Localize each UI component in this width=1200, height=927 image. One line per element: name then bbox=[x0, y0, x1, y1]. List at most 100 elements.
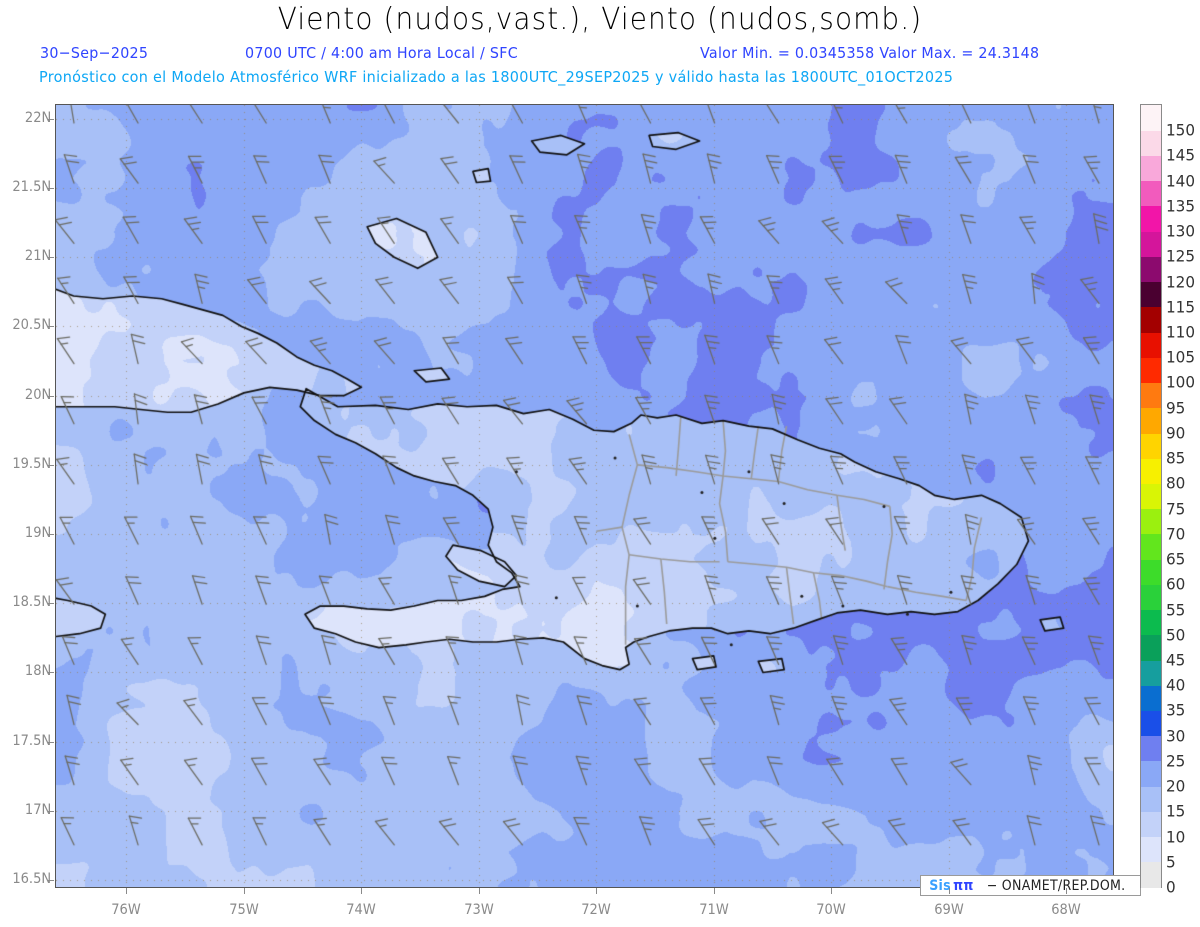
y-axis-tick-mark bbox=[48, 326, 54, 328]
colorbar-tick-label: 125 bbox=[1166, 246, 1196, 266]
colorbar-band bbox=[1141, 786, 1161, 812]
colorbar-tick-label: 75 bbox=[1166, 499, 1186, 519]
colorbar-tick-label: 5 bbox=[1166, 852, 1176, 872]
x-axis-tick-label: 73W bbox=[464, 902, 494, 918]
chart-header: Viento (nudos,vast.), Viento (nudos,somb… bbox=[0, 0, 1200, 92]
y-axis-tick-label: 20.5N bbox=[12, 317, 51, 334]
y-axis-tick-label: 21N bbox=[24, 248, 51, 265]
colorbar-tick-label: 20 bbox=[1166, 776, 1186, 796]
x-axis-tick-mark bbox=[1066, 888, 1068, 894]
colorbar-band bbox=[1141, 382, 1161, 409]
colorbar-band bbox=[1141, 306, 1161, 333]
colorbar-tick-label: 25 bbox=[1166, 751, 1186, 771]
colorbar-tick-label: 70 bbox=[1166, 524, 1186, 544]
colorbar-tick-label: 120 bbox=[1166, 272, 1196, 292]
y-axis-tick-mark bbox=[48, 188, 54, 190]
attribution-logo: Sis ππ − ONAMET/REP.DOM. bbox=[920, 875, 1142, 896]
colorbar-band bbox=[1141, 533, 1161, 560]
x-axis-tick-mark bbox=[126, 888, 128, 894]
forecast-date: 30−Sep−2025 bbox=[40, 44, 149, 62]
y-axis-tick-label: 18N bbox=[24, 663, 51, 680]
value-range: Valor Min. = 0.0345358 Valor Max. = 24.3… bbox=[700, 44, 1040, 62]
y-axis-tick-label: 20N bbox=[24, 386, 51, 403]
colorbar-tick-label: 100 bbox=[1166, 372, 1196, 392]
x-axis-tick-mark bbox=[361, 888, 363, 894]
x-axis-tick-mark bbox=[831, 888, 833, 894]
y-axis-tick-label: 17.5N bbox=[12, 732, 51, 749]
map-plot-area[interactable] bbox=[55, 104, 1114, 888]
x-axis-tick-mark bbox=[948, 888, 950, 894]
y-axis-tick-mark bbox=[48, 464, 54, 466]
colorbar-band bbox=[1141, 811, 1161, 838]
logo-agency-text: − ONAMET/REP.DOM. bbox=[986, 877, 1126, 894]
colorbar-band bbox=[1141, 710, 1161, 737]
model-description: Pronóstico con el Modelo Atmosférico WRF… bbox=[39, 68, 954, 86]
wind-speed-map-canvas[interactable] bbox=[56, 105, 1113, 887]
colorbar-band bbox=[1141, 836, 1161, 863]
page-title: Viento (nudos,vast.), Viento (nudos,somb… bbox=[277, 2, 923, 37]
y-axis-tick-mark bbox=[48, 257, 54, 259]
y-axis-tick-label: 16.5N bbox=[12, 871, 51, 888]
colorbar-band bbox=[1141, 205, 1161, 232]
colorbar-tick-label: 80 bbox=[1166, 473, 1186, 493]
y-axis-tick-mark bbox=[48, 810, 54, 812]
colorbar-tick-label: 60 bbox=[1166, 574, 1186, 594]
colorbar-tick-label: 115 bbox=[1166, 297, 1196, 317]
y-axis-tick-mark bbox=[48, 534, 54, 536]
colorbar bbox=[1140, 104, 1162, 888]
y-axis-tick-label: 19N bbox=[24, 525, 51, 542]
colorbar-band bbox=[1141, 861, 1161, 888]
colorbar-band bbox=[1141, 256, 1161, 283]
colorbar-labels: 150 145 140 135 130 125 120 115 110 105 100 95 90 85 8… bbox=[1166, 104, 1200, 897]
colorbar-band bbox=[1141, 760, 1161, 787]
colorbar-tick-label: 110 bbox=[1166, 322, 1196, 342]
x-axis-tick-label: 69W bbox=[933, 902, 964, 918]
colorbar-tick-label: 50 bbox=[1166, 625, 1186, 645]
colorbar-tick-label: 145 bbox=[1166, 145, 1196, 165]
y-axis-tick-label: 19.5N bbox=[12, 455, 51, 472]
x-axis-tick-mark bbox=[713, 888, 715, 894]
colorbar-tick-label: 85 bbox=[1166, 448, 1186, 468]
y-axis-tick-label: 18.5N bbox=[12, 594, 51, 611]
colorbar-band bbox=[1141, 659, 1161, 686]
y-axis-tick-mark bbox=[48, 880, 54, 882]
y-axis-tick-mark bbox=[48, 672, 54, 674]
y-axis: 22N 21.5N 21N 20.5N 20N 19.5N 19N 18.5N 18N 17.5N… bbox=[0, 0, 55, 927]
y-axis-tick-mark bbox=[48, 118, 54, 120]
x-axis-tick-mark bbox=[596, 888, 598, 894]
colorbar-band bbox=[1141, 407, 1161, 434]
colorbar-band bbox=[1141, 332, 1161, 358]
colorbar-tick-label: 30 bbox=[1166, 726, 1186, 746]
colorbar-band bbox=[1141, 130, 1161, 157]
x-axis-tick-label: 74W bbox=[346, 902, 377, 918]
colorbar-band bbox=[1141, 634, 1161, 661]
y-axis-tick-mark bbox=[48, 395, 54, 397]
colorbar-tick-label: 140 bbox=[1166, 171, 1196, 191]
colorbar-band bbox=[1141, 281, 1161, 308]
y-axis-tick-mark bbox=[48, 603, 54, 605]
colorbar-tick-label: 105 bbox=[1166, 347, 1196, 367]
colorbar-band bbox=[1141, 105, 1161, 131]
colorbar-tick-label: 55 bbox=[1166, 600, 1186, 620]
colorbar-band bbox=[1141, 357, 1161, 384]
colorbar-tick-label: 150 bbox=[1166, 120, 1196, 140]
colorbar-band bbox=[1141, 231, 1161, 257]
logo-pi-text: ππ bbox=[953, 877, 974, 894]
colorbar-band bbox=[1141, 483, 1161, 510]
colorbar-tick-label: 90 bbox=[1166, 423, 1186, 443]
colorbar-tick-label: 35 bbox=[1166, 700, 1186, 720]
colorbar-tick-label: 40 bbox=[1166, 675, 1186, 695]
colorbar-tick-label: 135 bbox=[1166, 196, 1196, 216]
x-axis-tick-mark bbox=[243, 888, 245, 894]
y-axis-tick-label: 22N bbox=[24, 109, 51, 126]
colorbar-band bbox=[1141, 584, 1161, 611]
colorbar-tick-label: 130 bbox=[1166, 221, 1196, 241]
colorbar-band bbox=[1141, 735, 1161, 762]
y-axis-tick-label: 17N bbox=[24, 801, 51, 818]
colorbar-tick-label: 10 bbox=[1166, 827, 1186, 847]
colorbar-band bbox=[1141, 609, 1161, 636]
forecast-time: 0700 UTC / 4:00 am Hora Local / SFC bbox=[245, 44, 518, 62]
colorbar-tick-label: 45 bbox=[1166, 650, 1186, 670]
y-axis-tick-mark bbox=[48, 741, 54, 743]
colorbar-tick-label: 65 bbox=[1166, 549, 1186, 569]
